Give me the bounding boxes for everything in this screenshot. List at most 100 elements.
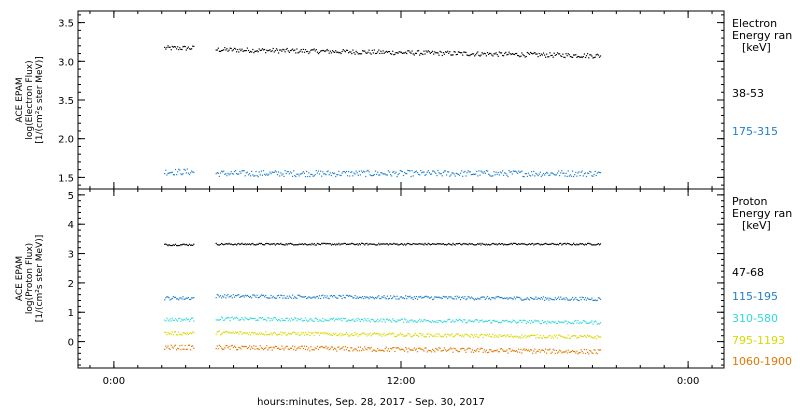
data-point xyxy=(453,335,455,338)
data-point xyxy=(337,244,339,246)
data-point xyxy=(427,50,429,52)
data-point xyxy=(357,244,359,246)
data-point xyxy=(342,243,344,245)
data-point xyxy=(245,346,247,348)
data-point xyxy=(440,297,442,299)
data-point xyxy=(271,349,273,351)
data-point xyxy=(554,336,556,338)
data-point xyxy=(577,353,579,355)
data-point xyxy=(322,49,324,52)
data-point xyxy=(546,337,548,339)
data-point xyxy=(581,350,583,353)
data-point xyxy=(322,171,324,173)
data-point xyxy=(284,347,286,349)
data-point xyxy=(230,295,232,297)
data-point xyxy=(223,244,225,246)
data-point xyxy=(528,53,531,55)
data-point xyxy=(462,321,464,323)
data-point xyxy=(508,348,510,350)
data-point xyxy=(554,352,556,354)
data-point xyxy=(367,169,369,171)
data-point xyxy=(569,322,571,324)
data-point xyxy=(316,345,318,347)
data-point xyxy=(225,297,227,299)
data-point xyxy=(246,347,248,350)
data-point xyxy=(589,322,591,324)
data-point xyxy=(304,176,307,178)
data-point xyxy=(366,170,368,172)
data-point xyxy=(470,296,472,298)
data-point xyxy=(565,350,567,352)
data-point xyxy=(463,319,465,321)
data-point xyxy=(420,170,422,172)
data-point xyxy=(351,295,353,297)
data-point xyxy=(400,51,402,53)
data-point xyxy=(253,332,255,335)
data-point xyxy=(340,174,342,177)
data-point xyxy=(318,334,321,336)
data-point xyxy=(400,296,402,298)
data-point xyxy=(383,319,385,321)
data-point xyxy=(538,349,540,351)
data-point xyxy=(463,51,465,53)
data-point xyxy=(272,318,274,320)
data-point xyxy=(498,242,500,245)
data-point xyxy=(549,52,551,54)
data-point xyxy=(434,171,436,173)
data-point xyxy=(425,50,427,52)
data-point xyxy=(377,244,379,246)
data-point xyxy=(193,45,195,47)
data-point xyxy=(357,335,359,337)
data-point xyxy=(183,298,185,300)
data-point xyxy=(563,351,565,353)
data-point xyxy=(461,52,463,54)
data-point xyxy=(522,175,524,178)
data-point xyxy=(180,244,182,246)
data-point xyxy=(509,243,511,245)
data-point xyxy=(285,243,287,245)
data-point xyxy=(590,171,592,173)
data-point xyxy=(573,299,575,301)
data-point xyxy=(497,243,499,245)
data-point xyxy=(243,346,245,348)
data-point xyxy=(502,335,504,337)
data-point xyxy=(222,49,224,51)
data-point xyxy=(589,54,591,56)
data-point xyxy=(261,333,264,335)
data-point xyxy=(316,242,318,245)
data-point xyxy=(280,331,282,333)
data-point xyxy=(259,243,261,245)
data-point xyxy=(272,332,274,334)
data-point xyxy=(340,347,342,350)
data-point xyxy=(259,345,261,347)
data-point xyxy=(164,173,166,175)
data-point xyxy=(587,172,589,174)
data-point xyxy=(381,349,383,351)
data-point xyxy=(440,320,442,322)
data-point xyxy=(597,171,599,173)
data-point xyxy=(590,299,592,301)
data-point xyxy=(325,319,327,321)
data-point xyxy=(545,172,547,175)
data-point xyxy=(286,47,288,50)
data-point xyxy=(287,171,289,173)
data-point xyxy=(324,50,326,53)
data-point xyxy=(368,334,370,336)
data-point xyxy=(230,243,232,245)
data-point xyxy=(307,297,309,299)
data-point xyxy=(232,49,234,51)
data-point xyxy=(368,347,370,349)
data-point xyxy=(341,297,343,300)
data-point xyxy=(432,335,434,337)
data-point xyxy=(412,242,414,245)
data-point xyxy=(335,175,337,178)
data-point xyxy=(425,320,427,322)
data-point xyxy=(309,51,311,53)
data-point xyxy=(405,173,407,175)
data-point xyxy=(398,172,400,175)
data-point xyxy=(264,244,266,246)
data-point xyxy=(524,349,526,351)
data-point xyxy=(167,296,169,298)
data-point xyxy=(172,174,174,176)
data-point xyxy=(434,320,436,322)
